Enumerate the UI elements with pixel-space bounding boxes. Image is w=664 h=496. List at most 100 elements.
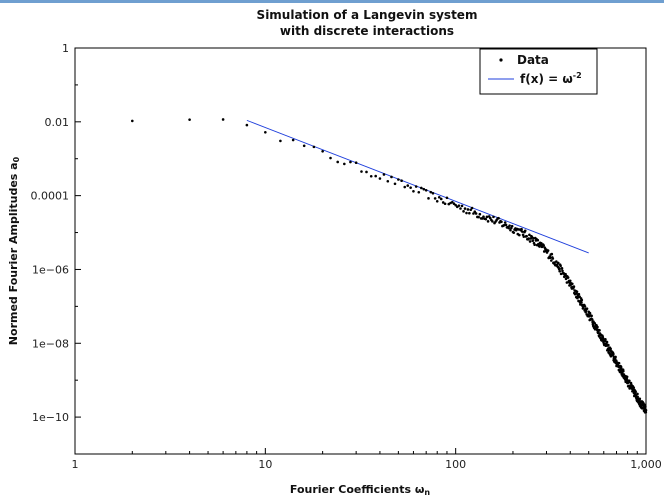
y-axis-label: Normed Fourier Amplitudes a0 [7,156,21,345]
data-point [566,276,570,279]
data-point [264,131,267,134]
data-point [441,201,445,204]
data-point [329,156,332,160]
data-point [459,207,462,210]
data-point [312,145,316,149]
data-point [601,337,605,341]
data-point [420,186,423,190]
data-point [521,230,524,233]
data-point [435,199,439,203]
y-tick-label: 0.0001 [31,190,70,203]
window-top-bar [0,0,664,3]
data-point [585,307,589,310]
data-point [473,210,477,213]
data-point [523,229,527,233]
data-point [369,174,373,178]
data-point [417,190,421,194]
data-point [550,252,554,256]
data-point [636,392,639,396]
data-point [590,318,594,321]
data-point [397,178,400,181]
data-point [617,361,621,365]
chart-title-line-1: Simulation of a Langevin system [257,8,478,22]
data-point [622,369,625,373]
data-point [507,226,511,230]
data-point [491,220,494,223]
data-point [478,212,482,216]
data-point [400,179,403,183]
data-point [612,352,615,356]
data-point [403,185,407,189]
data-point [644,405,647,408]
legend-fit-label: f(x) = ω-2 [520,71,582,86]
data-point [321,150,324,153]
data-point [598,328,601,332]
data-point [439,197,443,201]
x-axis-ticks: 1 10 100 1,000 [72,448,662,471]
data-point [378,177,382,180]
x-tick-label: 10 [258,458,272,471]
data-point [482,215,485,218]
data-point [390,175,393,179]
y-tick-label: 1 [62,42,69,55]
legend-box [479,48,598,95]
fit-line [246,119,589,254]
data-point [457,204,461,207]
y-tick-label: 1e−06 [32,263,69,276]
data-point [561,269,564,273]
data-point [504,223,508,227]
data-point [470,206,474,210]
data-point [577,292,581,296]
data-point [503,221,507,224]
data-point [382,173,386,176]
x-tick-label: 100 [445,458,466,471]
data-point [558,269,561,273]
legend-data-marker [499,58,503,62]
legend-fit-label-superscript: -2 [573,71,582,80]
data-point [484,217,488,221]
data-point [360,170,363,173]
data-point [634,390,637,394]
data-point [460,204,464,208]
data-point [486,220,490,223]
data-point [462,210,465,213]
data-point [588,311,592,315]
data-point [559,264,562,268]
data-point [354,161,358,164]
data-point [625,377,629,381]
data-point [568,279,572,283]
data-point [527,237,531,240]
data-point [472,212,475,215]
data-point [632,386,636,389]
data-point [431,191,435,195]
data-point [531,239,535,243]
data-point [581,307,585,310]
data-point [488,216,492,220]
y-axis-ticks: 1 0.01 0.0001 1e−06 1e−08 1e−10 [31,42,81,455]
data-point [625,375,629,379]
data-point [518,233,521,237]
data-point [528,240,532,243]
data-point [492,215,495,219]
data-point [548,256,552,260]
data-point [414,185,418,188]
data-point [427,197,430,200]
data-point [466,208,470,211]
data-point [590,314,593,318]
legend-fit-label-text: f(x) = ω [520,72,573,86]
data-point [500,220,503,224]
data-point [485,215,489,219]
data-point [557,267,561,271]
y-tick-label: 1e−08 [32,337,69,350]
data-point [131,119,134,123]
legend: Data f(x) = ω-2 [479,48,598,95]
data-point [560,267,564,270]
data-point [551,257,555,260]
y-axis-label-text: Normed Fourier Amplitudes a [7,162,20,345]
data-point [450,200,454,204]
data-point [437,195,441,199]
data-point [522,235,526,238]
data-point [510,224,514,228]
data-point [572,285,576,288]
